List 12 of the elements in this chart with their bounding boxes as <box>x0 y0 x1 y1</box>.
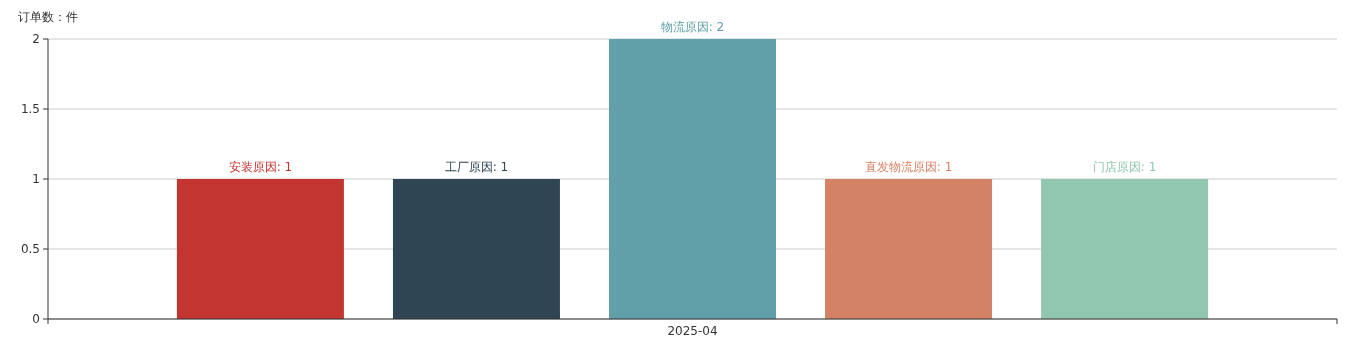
data-label: 安装原因: 1 <box>228 160 293 174</box>
y-tick-label: 2 <box>32 32 40 47</box>
data-label: 直发物流原因: 1 <box>864 160 953 174</box>
y-tick-label: 1.5 <box>20 102 40 117</box>
data-label: 门店原因: 1 <box>1092 160 1157 174</box>
y-axis-title: 订单数：件 <box>18 10 78 24</box>
y-tick-label: 0 <box>32 312 40 327</box>
x-tick-label: 2025-04 <box>667 324 718 338</box>
data-label: 物流原因: 2 <box>660 20 725 34</box>
y-tick-label: 1 <box>32 172 40 187</box>
data-label: 工厂原因: 1 <box>444 160 509 174</box>
y-tick-label: 0.5 <box>20 242 40 257</box>
